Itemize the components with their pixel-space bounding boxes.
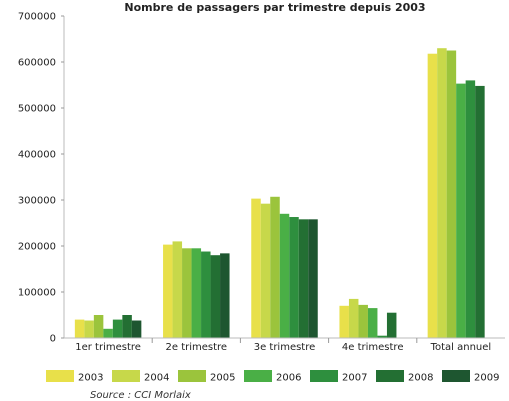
y-tick-label: 500000 xyxy=(18,104,56,115)
legend-label-2006: 2006 xyxy=(276,373,301,384)
legend-label-2009: 2009 xyxy=(474,373,499,384)
legend-label-2003: 2003 xyxy=(78,373,103,384)
legend-label-2008: 2008 xyxy=(408,373,433,384)
legend-swatch-2007 xyxy=(310,370,338,382)
legend-swatch-2006 xyxy=(244,370,272,382)
y-tick-label: 300000 xyxy=(18,196,56,207)
bar-2009 xyxy=(308,219,318,338)
bar-2006 xyxy=(103,328,113,338)
bar-2003 xyxy=(163,244,173,338)
bar-2003 xyxy=(74,319,85,338)
x-tick-label: 3e trimestre xyxy=(254,342,316,353)
bar-2009 xyxy=(220,253,230,338)
bar-2006 xyxy=(456,83,466,339)
bar-2006 xyxy=(279,213,290,338)
bar-2007 xyxy=(465,80,476,339)
y-axis: 0 100000 200000 300000 400000 500000 600000 700… xyxy=(18,12,65,345)
bar-2006 xyxy=(191,248,202,338)
bar-2005 xyxy=(93,315,104,338)
y-tick-label: 0 xyxy=(50,334,56,345)
bar-2005 xyxy=(182,248,192,338)
bar-2009 xyxy=(131,320,142,338)
bar-2003 xyxy=(251,198,261,338)
bar-2003 xyxy=(339,305,349,338)
bar-2004 xyxy=(260,203,271,338)
x-axis: 1er trimestre 2e trimestre 3e trimestre 4e … xyxy=(64,337,505,353)
x-tick-label: 4e trimestre xyxy=(342,342,404,353)
y-tick-label: 700000 xyxy=(18,12,56,23)
bar-2008 xyxy=(122,315,132,338)
legend-swatch-2009 xyxy=(442,370,470,382)
legend-swatch-2008 xyxy=(376,370,404,382)
source-note: Source : CCI Morlaix xyxy=(90,390,191,401)
bar-2004 xyxy=(437,48,447,338)
bar-2007 xyxy=(377,335,387,338)
y-tick-label: 400000 xyxy=(18,150,56,161)
legend-label-2007: 2007 xyxy=(342,373,367,384)
y-tick-label: 600000 xyxy=(18,58,56,69)
y-tick-label: 200000 xyxy=(18,242,56,253)
bars xyxy=(74,48,485,339)
bar-2008 xyxy=(210,255,221,338)
bar-2004 xyxy=(348,298,359,338)
bar-2007 xyxy=(201,251,211,338)
bar-2004 xyxy=(172,241,183,338)
x-tick-label: 1er trimestre xyxy=(75,342,141,353)
bar-2008 xyxy=(298,219,309,338)
x-tick-label: Total annuel xyxy=(430,342,492,353)
bar-2005 xyxy=(446,50,457,338)
legend-swatch-2003 xyxy=(46,370,74,382)
x-tick-label: 2e trimestre xyxy=(166,342,228,353)
legend: 2003 2004 2005 2006 2007 2008 2009 xyxy=(46,370,499,384)
bar-2007 xyxy=(289,217,299,338)
bar-2008 xyxy=(386,312,397,338)
bar-2006 xyxy=(367,308,378,338)
bar-2005 xyxy=(270,196,280,338)
bar-2003 xyxy=(427,53,438,338)
bar-2007 xyxy=(112,319,123,338)
bar-2005 xyxy=(358,304,368,338)
bar-2004 xyxy=(84,320,94,338)
legend-swatch-2004 xyxy=(112,370,140,382)
chart-title: Nombre de passagers par trimestre depuis… xyxy=(124,1,425,14)
legend-label-2004: 2004 xyxy=(144,373,169,384)
legend-swatch-2005 xyxy=(178,370,206,382)
bar-2008 xyxy=(475,85,485,338)
y-tick-label: 100000 xyxy=(18,288,56,299)
legend-label-2005: 2005 xyxy=(210,373,235,384)
